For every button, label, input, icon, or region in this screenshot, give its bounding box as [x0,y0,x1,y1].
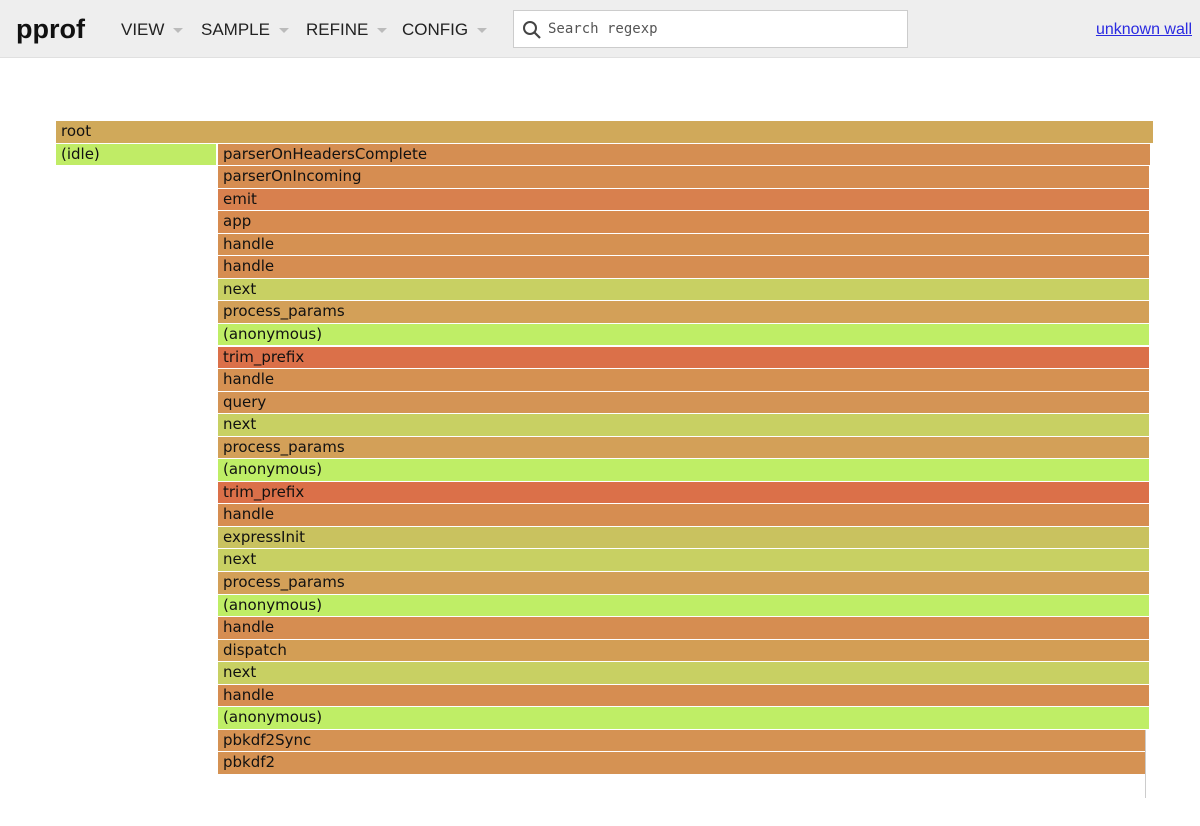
flame-frame[interactable]: handle [218,684,1149,707]
caret [477,28,488,34]
menu-label: SAMPLE [201,20,270,39]
toolbar: pprof VIEW SAMPLE REFINE CONFIG Search rege… [0,0,1200,58]
flame-frame[interactable]: pbkdf2Sync [218,729,1145,752]
flame-frame[interactable]: next [218,662,1149,684]
search-icon [523,21,541,39]
flame-frame[interactable]: process_params [218,436,1149,459]
flame-frame[interactable]: process_params [218,301,1149,323]
flame-frame[interactable]: emit [218,188,1149,211]
menu-item[interactable]: SAMPLE [201,20,289,40]
flame-frame[interactable]: next [218,414,1149,436]
flame-frame[interactable]: (anonymous) [218,459,1149,481]
profile-link[interactable]: unknown wall [1095,21,1192,38]
flame-frame[interactable]: handle [218,617,1149,639]
search-placeholder: Search regexp [548,21,658,37]
flame-frame[interactable]: next [218,549,1149,571]
caret [377,28,388,34]
flame-frame[interactable]: pbkdf2 [218,752,1145,774]
menu-label: CONFIG [402,20,469,39]
menu-item[interactable]: REFINE [306,20,388,40]
flame-frame[interactable]: query [218,391,1149,414]
flame-frame[interactable]: parserOnIncoming [218,166,1149,188]
flame-frame[interactable]: trim_prefix [218,346,1149,368]
caret [278,28,289,34]
flame-frame[interactable]: handle [218,369,1149,391]
caret [173,28,184,34]
flame-frame[interactable]: parserOnHeadersComplete [218,143,1150,166]
flame-frame[interactable]: expressInit [218,526,1149,549]
flame-frame[interactable]: process_params [218,572,1149,594]
flame-frame[interactable]: handle [218,256,1149,278]
menu-item[interactable]: VIEW [121,20,184,40]
flame-frame[interactable]: next [218,278,1149,301]
flame-frame[interactable]: (idle) [56,143,216,166]
search-box[interactable]: Search regexp [513,10,908,48]
flame-frame[interactable]: app [218,211,1149,233]
menu-label: VIEW [121,20,165,39]
flame-frame[interactable]: handle [218,233,1149,256]
flame-frame[interactable]: root [56,121,1153,143]
flame-frame[interactable]: handle [218,504,1149,526]
flame-frame[interactable]: (anonymous) [218,707,1149,729]
logo[interactable]: pprof [16,14,85,44]
menu-label: REFINE [306,20,369,39]
menu-item[interactable]: CONFIG [402,20,488,40]
flame-frame[interactable]: (anonymous) [218,594,1149,617]
divider [1145,730,1146,798]
flame-frame[interactable]: trim_prefix [218,481,1149,504]
flame-frame[interactable]: (anonymous) [218,323,1149,346]
flame-frame[interactable]: dispatch [218,639,1149,662]
